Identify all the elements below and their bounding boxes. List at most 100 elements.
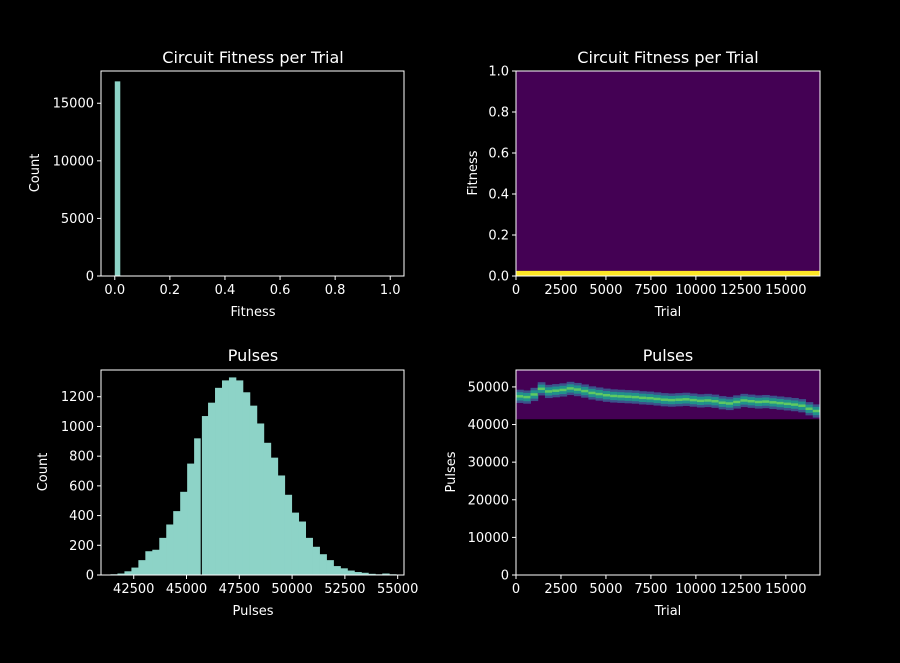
x-tick-label: 15000: [765, 582, 806, 597]
x-tick-label: 0: [512, 582, 520, 597]
heatmap-cell: [711, 399, 720, 403]
heatmap-cell: [704, 399, 712, 402]
axes-frame: [515, 70, 821, 277]
heatmap-cell: [769, 401, 778, 404]
plot-area: 0 2500 5000 7500 10000 12500 15000 0.0 0.2 0.4 0.6…: [488, 65, 821, 298]
x-axis-label: Fitness: [230, 305, 275, 320]
y-tick-label: 1200: [61, 390, 94, 405]
y-tick-label: 0: [86, 270, 94, 285]
x-tick-label: 10000: [675, 582, 716, 597]
panel-title: Pulses: [228, 346, 278, 365]
plot-area: 0.0 0.2 0.4 0.6 0.8 1.0 0 5000 10000 15000: [53, 70, 405, 298]
y-tick-label: 0.8: [488, 106, 509, 121]
heatmap-cell: [783, 402, 792, 406]
y-tick-label: 400: [69, 509, 94, 524]
heatmap-cell: [762, 400, 770, 403]
y-axis-label: Count: [28, 154, 43, 193]
panel-title: Circuit Fitness per Trial: [577, 48, 758, 67]
x-tick-label: 5000: [589, 582, 622, 597]
histogram-bar: [298, 521, 307, 575]
heatmap-cell: [617, 395, 626, 398]
histogram-bar: [159, 537, 167, 575]
x-tick-label: 0: [512, 283, 520, 298]
y-axis-label: Count: [36, 453, 51, 492]
histogram-bar: [347, 570, 355, 575]
x-tick-label: 7500: [634, 283, 667, 298]
histogram-bar: [208, 402, 216, 575]
panel-fitness-histogram: Circuit Fitness per Trial 0.0 0.2 0.4 0.6 0.…: [28, 48, 405, 320]
heatmap-cell: [581, 389, 589, 393]
heatmap-cell: [805, 407, 814, 410]
heatmap-cell: [653, 397, 662, 401]
histogram-bar: [187, 463, 195, 575]
x-tick-label: 55000: [377, 582, 418, 597]
y-tick-label: 800: [69, 450, 94, 465]
y-tick-label: 0: [501, 569, 509, 584]
x-axis-label: Pulses: [232, 604, 273, 619]
y-tick-label: 1.0: [488, 65, 509, 80]
y-axis-label: Fitness: [466, 150, 481, 195]
histogram-bar: [368, 573, 376, 575]
histogram-bar: [221, 380, 230, 575]
heatmap-cell: [646, 396, 655, 400]
histogram-bar: [166, 524, 174, 575]
histogram-bar: [114, 81, 121, 276]
histogram-bar: [180, 491, 188, 575]
heatmap-cell: [602, 393, 611, 397]
histogram-bar: [117, 573, 125, 575]
heatmap-cell: [566, 387, 575, 390]
heatmap-cell: [516, 395, 524, 398]
x-tick-label: 50000: [271, 582, 312, 597]
heatmap-cell: [573, 388, 582, 391]
axes-frame: [100, 369, 405, 576]
x-tick-label: 2500: [544, 283, 577, 298]
heatmap-cell: [791, 403, 799, 406]
heatmap-cell: [559, 388, 568, 392]
heatmap-cell: [725, 402, 734, 405]
panel-pulses-heatmap: Pulses 0 2500 5000 7500 10000 12500 15000 0 1000…: [444, 346, 821, 619]
panel-pulses-histogram: Pulses 42500 45000 47500 50000 52500 55000 0 20…: [36, 346, 418, 619]
x-tick-label: 0.0: [104, 283, 125, 298]
plot-area: 0 2500 5000 7500 10000 12500 15000 0 10000 20000 3…: [468, 369, 821, 597]
x-axis-label: Trial: [654, 305, 682, 320]
histogram-bar: [312, 546, 320, 575]
panel-title: Pulses: [643, 346, 693, 365]
heatmap-cell: [537, 387, 546, 391]
heatmap-cell: [595, 392, 604, 396]
heatmap-cell: [718, 401, 727, 404]
heatmap-cell: [733, 400, 741, 404]
histogram-bar: [249, 405, 258, 575]
y-tick-label: 50000: [468, 380, 509, 395]
x-tick-label: 52500: [324, 582, 365, 597]
histogram-bar: [284, 494, 293, 575]
x-tick-label: 0.8: [325, 283, 346, 298]
heatmap-cell: [675, 398, 683, 401]
histogram-bar: [319, 554, 327, 575]
histogram-bar: [263, 442, 272, 575]
histogram-bar: [201, 416, 209, 575]
histogram-bar: [270, 457, 279, 575]
y-tick-label: 0.4: [488, 188, 509, 203]
histogram-bar: [228, 377, 237, 575]
histogram-bar: [242, 392, 251, 575]
heatmap-cell: [754, 400, 763, 404]
heatmap-cell: [740, 399, 749, 402]
panel-fitness-heatmap: Circuit Fitness per Trial 0 2500 5000 7500 1…: [466, 48, 821, 320]
histogram-bar: [333, 566, 341, 575]
y-tick-label: 10000: [468, 531, 509, 546]
y-tick-label: 1000: [61, 420, 94, 435]
heatmap-cell: [689, 398, 698, 402]
x-tick-label: 15000: [765, 283, 806, 298]
x-tick-label: 0.2: [160, 283, 181, 298]
x-tick-label: 0.6: [270, 283, 291, 298]
histogram-bar: [326, 560, 334, 575]
x-tick-label: 45000: [166, 582, 207, 597]
y-tick-label: 30000: [468, 456, 509, 471]
heatmap-cell: [660, 398, 669, 401]
y-tick-label: 20000: [468, 493, 509, 508]
heatmap-cell: [639, 396, 647, 400]
histogram-bar: [305, 537, 313, 575]
x-tick-label: 47500: [219, 582, 260, 597]
histogram-bar: [215, 387, 223, 575]
histogram-bar: [354, 572, 362, 575]
